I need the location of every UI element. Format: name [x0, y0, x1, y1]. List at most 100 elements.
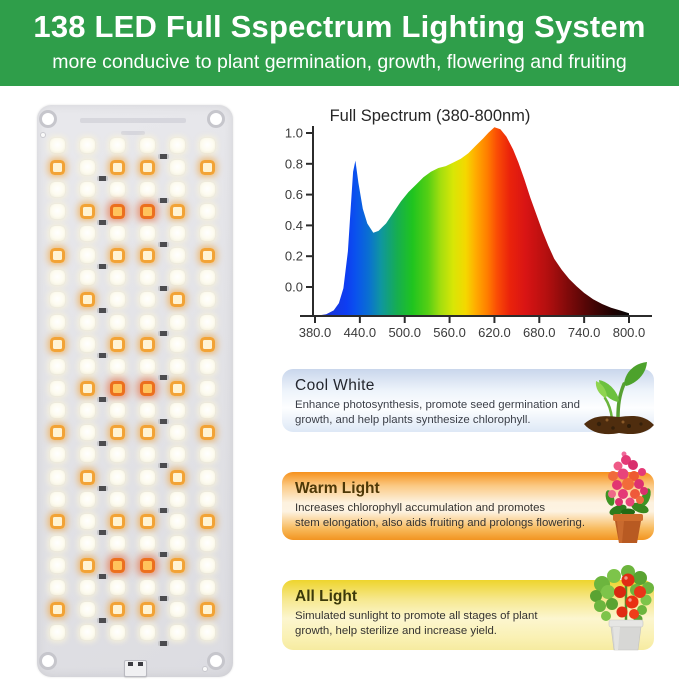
led-chip-white: [169, 314, 185, 330]
led-chip-white: [79, 226, 95, 242]
led-chip-red: [109, 203, 125, 219]
card-body-line: growth, and help plants synthesize chlor…: [295, 413, 531, 426]
led-chip-warm: [199, 425, 215, 441]
led-chip-white: [49, 580, 65, 596]
header-banner: 138 LED Full Sspectrum Lighting System m…: [0, 0, 679, 86]
card-title: All Light: [295, 588, 357, 605]
resistor-chip: [157, 330, 169, 336]
led-chip-white: [199, 447, 215, 463]
tomato-plant-image: [582, 564, 664, 652]
led-chip-white: [199, 314, 215, 330]
led-chip-warm: [109, 602, 125, 618]
resistor-chip: [96, 618, 108, 624]
card-body-line: growth, help sterilize and increase yiel…: [295, 624, 497, 637]
led-chip-white: [199, 226, 215, 242]
y-tick-label: 1.0: [285, 126, 303, 141]
resistor-chip: [157, 153, 169, 159]
led-chip-white: [79, 580, 95, 596]
led-chip-white: [109, 447, 125, 463]
led-chip-white: [169, 248, 185, 264]
resistor-chip: [157, 463, 169, 469]
led-chip-red: [139, 381, 155, 397]
card-warm-light: Warm Light Increases chlorophyll accumul…: [282, 472, 654, 540]
led-chip-white: [79, 403, 95, 419]
x-tick-label: 560.0: [433, 325, 466, 340]
led-chip-warm: [199, 602, 215, 618]
led-chip-white: [139, 226, 155, 242]
led-chip-white: [199, 381, 215, 397]
led-chip-red: [109, 558, 125, 574]
led-chip-white: [169, 336, 185, 352]
led-chip-white: [139, 469, 155, 485]
led-chip-white: [79, 248, 95, 264]
led-chip-white: [109, 270, 125, 286]
power-connector: [124, 660, 147, 677]
led-chip-white: [139, 536, 155, 552]
led-chip-white: [199, 203, 215, 219]
led-chip-white: [49, 403, 65, 419]
led-chip-white: [79, 314, 95, 330]
led-chip-white: [169, 425, 185, 441]
led-chip-white: [169, 536, 185, 552]
card-title: Warm Light: [295, 480, 380, 497]
led-chip-warm: [139, 248, 155, 264]
led-chip-white: [49, 447, 65, 463]
led-chip-white: [169, 447, 185, 463]
resistor-chip: [96, 485, 108, 491]
x-tick-label: 740.0: [568, 325, 601, 340]
pcb-print-text: [121, 131, 145, 135]
card-body-line: stem elongation, also aids fruiting and …: [295, 516, 585, 529]
led-chip-white: [109, 491, 125, 507]
led-chip-white: [49, 137, 65, 153]
mounting-hole: [207, 110, 225, 128]
led-chip-white: [109, 469, 125, 485]
page-subtitle: more conducive to plant germination, gro…: [52, 51, 627, 73]
resistor-chip: [96, 308, 108, 314]
resistor-chip: [96, 264, 108, 270]
resistor-chip: [157, 197, 169, 203]
led-chip-red: [109, 381, 125, 397]
x-tick-label: 800.0: [613, 325, 646, 340]
led-chip-white: [139, 447, 155, 463]
led-chip-white: [139, 491, 155, 507]
page-title: 138 LED Full Sspectrum Lighting System: [33, 9, 646, 44]
led-chip-white: [169, 491, 185, 507]
led-chip-white: [139, 624, 155, 640]
led-chip-warm: [139, 513, 155, 529]
mounting-hole: [39, 110, 57, 128]
led-chip-white: [109, 226, 125, 242]
led-chip-warm: [109, 513, 125, 529]
led-chip-white: [169, 624, 185, 640]
led-chip-white: [79, 602, 95, 618]
card-body-line: Enhance photosynthesis, promote seed ger…: [295, 399, 580, 411]
led-chip-warm: [169, 381, 185, 397]
pcb-print-text: [80, 118, 186, 123]
led-chip-warm: [79, 381, 95, 397]
resistor-chip: [157, 507, 169, 513]
led-chip-white: [169, 513, 185, 529]
card-body-line: Simulated sunlight to promote all stages…: [295, 610, 538, 622]
led-chip-white: [199, 270, 215, 286]
led-chip-warm: [109, 248, 125, 264]
led-chip-white: [169, 159, 185, 175]
y-tick-label: 0.4: [285, 218, 303, 233]
led-chip-white: [169, 270, 185, 286]
resistor-chip: [157, 552, 169, 558]
led-chip-white: [79, 270, 95, 286]
seedling-image: [578, 356, 660, 440]
led-chip-warm: [199, 248, 215, 264]
led-chip-white: [139, 314, 155, 330]
led-chip-white: [169, 602, 185, 618]
led-chip-warm: [79, 203, 95, 219]
led-chip-red: [139, 558, 155, 574]
led-chip-white: [49, 358, 65, 374]
mounting-hole: [39, 652, 57, 670]
led-chip-white: [199, 181, 215, 197]
led-chip-white: [139, 403, 155, 419]
led-chip-white: [79, 536, 95, 552]
led-chip-warm: [139, 602, 155, 618]
led-chip-warm: [139, 159, 155, 175]
alignment-dot: [202, 666, 208, 672]
led-chip-white: [49, 536, 65, 552]
led-chip-warm: [49, 336, 65, 352]
